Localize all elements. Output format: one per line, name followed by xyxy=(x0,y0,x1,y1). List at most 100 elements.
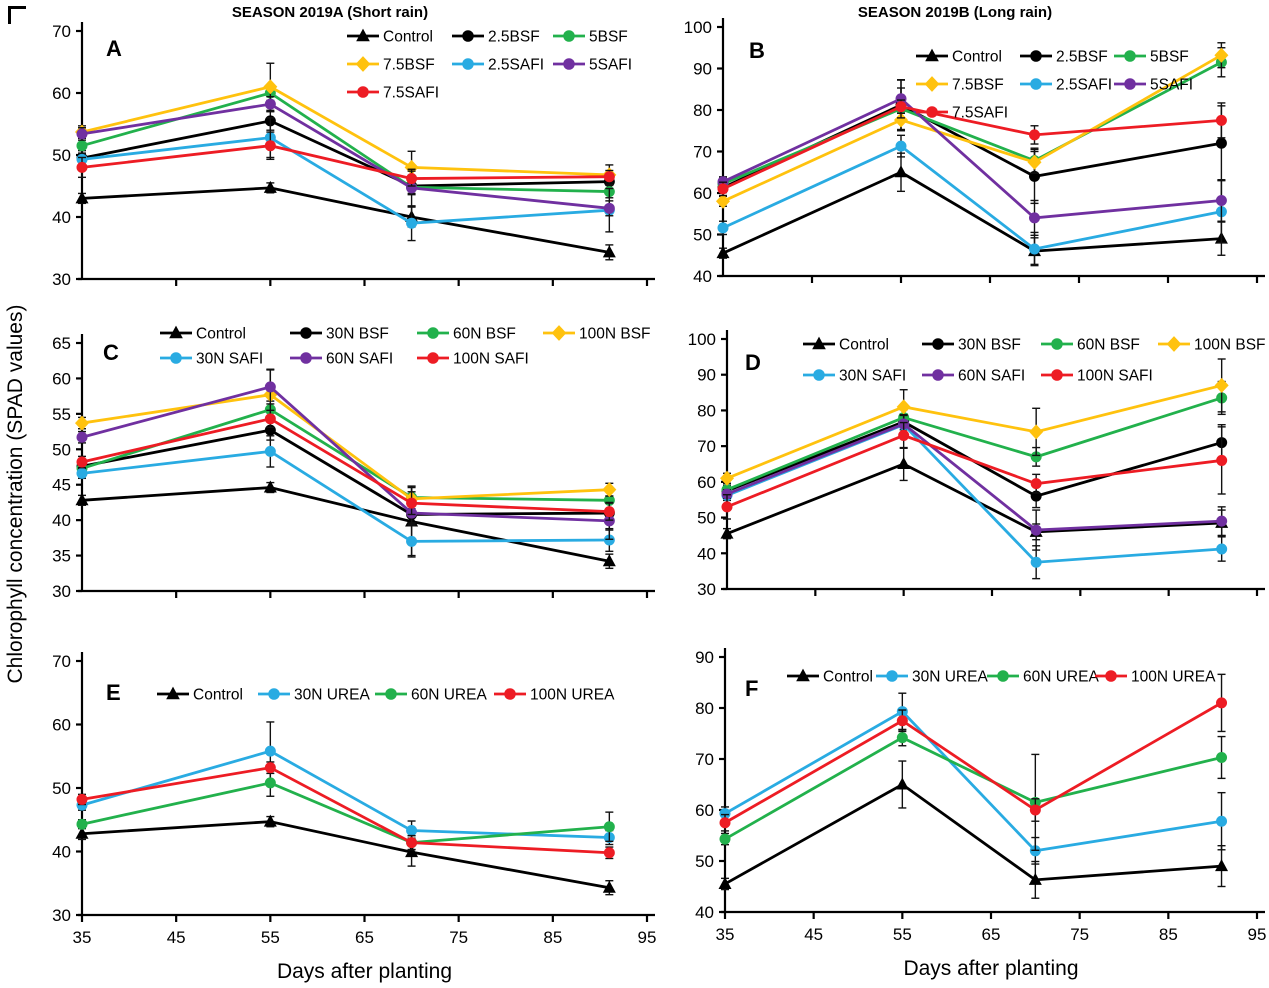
y-tick-labels: 30 40 50 60 70 xyxy=(52,22,71,289)
svg-text:30N BSF: 30N BSF xyxy=(326,326,389,343)
y-tick-labels: 30 35 40 45 50 55 60 65 xyxy=(52,334,71,601)
series-100N-BSF xyxy=(720,358,1229,486)
x-tick-labels: 35 45 55 65 75 85 95 xyxy=(716,925,1267,944)
axes xyxy=(719,648,1265,919)
svg-text:100: 100 xyxy=(684,18,712,37)
svg-text:5SAFI: 5SAFI xyxy=(589,57,632,74)
svg-text:65: 65 xyxy=(355,928,374,947)
series-100N-SAFI xyxy=(76,409,615,521)
svg-text:Control: Control xyxy=(193,687,243,704)
panel-letter: D xyxy=(745,350,761,375)
svg-text:30N UREA: 30N UREA xyxy=(912,669,988,686)
panel-B-svg: 40 50 60 70 80 90 100 SEASON 2019B (Long rain) B… xyxy=(684,4,1265,286)
series-30N-BSF xyxy=(76,419,615,531)
legend: Control 30N BSF 60N BSF 100N BSF 30N SAFI 60N… xyxy=(803,336,1266,385)
svg-text:35: 35 xyxy=(52,547,71,566)
svg-text:55: 55 xyxy=(893,925,912,944)
panel-letter: A xyxy=(106,36,122,61)
y-tick-labels: 40 50 60 70 80 90 xyxy=(695,648,714,922)
svg-text:2.5SAFI: 2.5SAFI xyxy=(488,57,544,74)
series-60N-UREA xyxy=(719,728,1228,851)
svg-text:40: 40 xyxy=(52,208,71,227)
panel-C-svg: 30 35 40 45 50 55 60 65 C Control 30N BSF 60N BSF 10… xyxy=(52,325,655,601)
panel-letter: C xyxy=(103,340,119,365)
svg-text:80: 80 xyxy=(695,699,714,718)
series-7.5BSF xyxy=(716,42,1229,209)
svg-text:30: 30 xyxy=(52,906,71,925)
svg-text:55: 55 xyxy=(261,928,280,947)
svg-text:100N SAFI: 100N SAFI xyxy=(1077,368,1153,385)
series-60N-SAFI xyxy=(721,414,1228,551)
panel-title: SEASON 2019A (Short rain) xyxy=(232,4,428,21)
svg-text:30: 30 xyxy=(52,582,71,601)
svg-text:80: 80 xyxy=(697,401,716,420)
svg-text:40: 40 xyxy=(693,267,712,286)
svg-text:60: 60 xyxy=(697,473,716,492)
svg-text:75: 75 xyxy=(449,928,468,947)
svg-text:Control: Control xyxy=(823,669,873,686)
svg-text:60N BSF: 60N BSF xyxy=(453,326,516,343)
svg-text:Control: Control xyxy=(952,49,1002,66)
svg-text:90: 90 xyxy=(695,648,714,667)
y-tick-labels: 30 40 50 60 70 xyxy=(52,652,71,925)
svg-text:30: 30 xyxy=(52,270,71,289)
series-2.5SAFI xyxy=(76,117,615,242)
svg-text:70: 70 xyxy=(52,22,71,41)
svg-text:45: 45 xyxy=(804,925,823,944)
svg-text:85: 85 xyxy=(543,928,562,947)
svg-text:100N UREA: 100N UREA xyxy=(1131,669,1216,686)
svg-text:95: 95 xyxy=(1248,925,1267,944)
svg-text:2.5BSF: 2.5BSF xyxy=(488,29,540,46)
panel-D-svg: 30 40 50 60 70 80 90 100 D Control 30N BSF 60N BSF 1… xyxy=(688,330,1266,599)
svg-text:60N UREA: 60N UREA xyxy=(1023,669,1099,686)
svg-text:60N UREA: 60N UREA xyxy=(411,687,487,704)
svg-text:65: 65 xyxy=(52,334,71,353)
svg-text:2.5BSF: 2.5BSF xyxy=(1056,49,1108,66)
svg-text:50: 50 xyxy=(695,852,714,871)
svg-text:90: 90 xyxy=(693,60,712,79)
svg-text:50: 50 xyxy=(693,226,712,245)
svg-text:30N UREA: 30N UREA xyxy=(294,687,370,704)
svg-text:30N SAFI: 30N SAFI xyxy=(839,368,906,385)
svg-text:7.5BSF: 7.5BSF xyxy=(952,77,1004,94)
series-7.5SAFI xyxy=(717,99,1227,197)
series-30N-UREA xyxy=(76,721,615,846)
panel-letter: B xyxy=(749,38,765,63)
panel-letter: F xyxy=(745,676,758,701)
svg-text:5BSF: 5BSF xyxy=(1150,49,1189,66)
svg-text:100N BSF: 100N BSF xyxy=(579,326,651,343)
panel-F-svg: 40 50 60 70 80 90 35 45 55 65 75 85 95 Days after pla… xyxy=(695,648,1267,980)
panel-A-svg: 30 40 50 60 70 SEASON 2019A (Short rain) A Cont… xyxy=(52,4,655,289)
svg-text:50: 50 xyxy=(52,440,71,459)
legend: Control 2.5BSF 5BSF 7.5BSF 2.5SAFI 5SAFI 7.5SA… xyxy=(347,29,632,102)
svg-text:70: 70 xyxy=(697,437,716,456)
svg-text:90: 90 xyxy=(697,366,716,385)
svg-text:60N BSF: 60N BSF xyxy=(1077,337,1140,354)
series-100N-UREA xyxy=(76,761,615,860)
axes xyxy=(721,330,1265,596)
y-tick-labels: 30 40 50 60 70 80 90 100 xyxy=(688,330,716,599)
svg-text:30N BSF: 30N BSF xyxy=(958,337,1021,354)
svg-text:80: 80 xyxy=(693,101,712,120)
svg-text:45: 45 xyxy=(52,476,71,495)
svg-text:60: 60 xyxy=(695,801,714,820)
y-tick-labels: 40 50 60 70 80 90 100 xyxy=(684,18,712,286)
svg-text:70: 70 xyxy=(693,143,712,162)
series-5SAFI xyxy=(76,96,615,217)
svg-text:30: 30 xyxy=(697,580,716,599)
svg-text:30N SAFI: 30N SAFI xyxy=(196,351,263,368)
series-7.5SAFI xyxy=(76,131,615,187)
svg-text:55: 55 xyxy=(52,405,71,424)
svg-text:95: 95 xyxy=(638,928,657,947)
series-2.5SAFI xyxy=(717,134,1227,267)
svg-text:Control: Control xyxy=(196,326,246,343)
svg-text:35: 35 xyxy=(73,928,92,947)
svg-text:40: 40 xyxy=(52,843,71,862)
series-100N-BSF xyxy=(75,368,617,513)
x-axis-title: Days after planting xyxy=(903,957,1078,980)
legend: Control 30N UREA 60N UREA 100N UREA xyxy=(157,687,615,704)
x-axis-title: Days after planting xyxy=(277,960,452,983)
series-30N-SAFI xyxy=(76,435,615,558)
panel-letter: E xyxy=(106,680,121,705)
svg-text:60: 60 xyxy=(52,716,71,735)
